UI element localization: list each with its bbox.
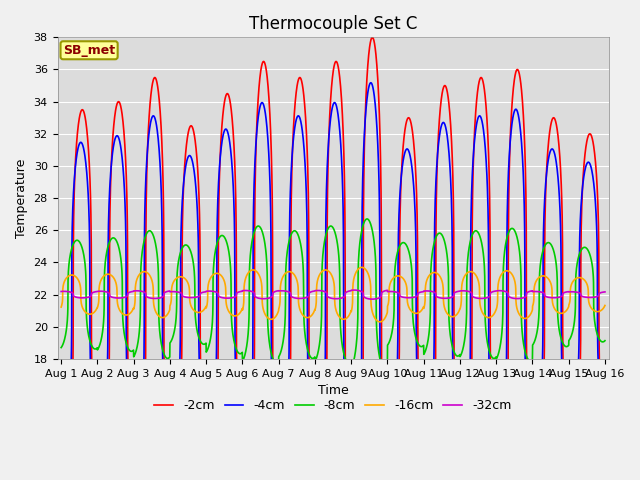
- Text: SB_met: SB_met: [63, 44, 115, 57]
- -32cm: [591, 294, 598, 300]
- -4cm: [532, 434, 540, 440]
- -4cm: [152, 117, 159, 123]
- -2cm: [266, 108, 273, 114]
- -16cm: [532, 278, 540, 284]
- Line: -16cm: -16cm: [61, 267, 605, 322]
- -2cm: [152, 75, 159, 81]
- -4cm: [119, 167, 127, 172]
- -4cm: [266, 171, 273, 177]
- -16cm: [58, 304, 65, 310]
- -2cm: [369, 35, 376, 40]
- -4cm: [367, 80, 374, 85]
- -2cm: [532, 468, 540, 474]
- -16cm: [266, 316, 273, 322]
- Legend: -2cm, -4cm, -8cm, -16cm, -32cm: -2cm, -4cm, -8cm, -16cm, -32cm: [150, 394, 516, 417]
- -8cm: [364, 216, 371, 222]
- -4cm: [289, 138, 297, 144]
- -8cm: [152, 240, 159, 246]
- X-axis label: Time: Time: [317, 384, 348, 397]
- -2cm: [601, 445, 609, 451]
- -32cm: [369, 296, 376, 302]
- Title: Thermocouple Set C: Thermocouple Set C: [249, 15, 417, 33]
- -4cm: [591, 189, 598, 195]
- -16cm: [601, 302, 609, 308]
- Y-axis label: Temperature: Temperature: [15, 158, 28, 238]
- -16cm: [119, 311, 127, 317]
- -32cm: [119, 295, 127, 300]
- -8cm: [532, 334, 540, 339]
- -16cm: [376, 319, 384, 325]
- -8cm: [58, 345, 65, 350]
- Line: -4cm: -4cm: [61, 83, 605, 480]
- -32cm: [266, 295, 273, 301]
- -8cm: [601, 338, 609, 344]
- -8cm: [591, 318, 598, 324]
- Line: -2cm: -2cm: [61, 37, 605, 480]
- -16cm: [152, 308, 159, 314]
- -8cm: [381, 367, 389, 373]
- -8cm: [266, 342, 273, 348]
- -2cm: [289, 129, 297, 135]
- -32cm: [350, 287, 358, 293]
- -16cm: [591, 308, 598, 314]
- Line: -8cm: -8cm: [61, 219, 605, 370]
- -16cm: [358, 264, 365, 270]
- -8cm: [289, 228, 297, 234]
- -4cm: [58, 442, 65, 448]
- -32cm: [532, 288, 540, 294]
- -16cm: [289, 271, 297, 276]
- -2cm: [58, 468, 65, 474]
- -2cm: [591, 151, 598, 156]
- -8cm: [119, 322, 127, 327]
- -32cm: [152, 296, 159, 301]
- -32cm: [289, 295, 297, 300]
- -32cm: [601, 289, 609, 295]
- -32cm: [58, 288, 65, 294]
- -2cm: [119, 120, 127, 126]
- -4cm: [601, 422, 609, 428]
- Line: -32cm: -32cm: [61, 290, 605, 299]
